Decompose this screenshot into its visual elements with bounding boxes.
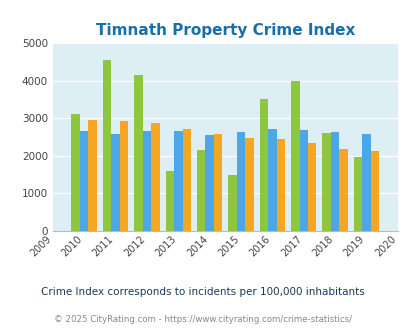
Bar [236, 132, 245, 231]
Bar [174, 131, 182, 231]
Bar [71, 115, 80, 231]
Bar [151, 123, 159, 231]
Bar [134, 75, 142, 231]
Bar [307, 143, 315, 231]
Bar [267, 129, 276, 231]
Bar [276, 139, 284, 231]
Bar [205, 135, 213, 231]
Bar [165, 171, 174, 231]
Bar [259, 99, 267, 231]
Bar [102, 60, 111, 231]
Bar [353, 156, 361, 231]
Bar [111, 134, 119, 231]
Bar [142, 131, 151, 231]
Bar [370, 151, 378, 231]
Bar [88, 120, 97, 231]
Title: Timnath Property Crime Index: Timnath Property Crime Index [96, 22, 354, 38]
Bar [80, 131, 88, 231]
Bar [339, 148, 347, 231]
Bar [290, 81, 299, 231]
Text: © 2025 CityRating.com - https://www.cityrating.com/crime-statistics/: © 2025 CityRating.com - https://www.city… [54, 315, 351, 324]
Bar [330, 132, 339, 231]
Bar [182, 129, 190, 231]
Bar [196, 150, 205, 231]
Bar [228, 175, 236, 231]
Bar [213, 134, 222, 231]
Bar [322, 133, 330, 231]
Bar [119, 121, 128, 231]
Bar [361, 134, 370, 231]
Bar [245, 138, 253, 231]
Text: Crime Index corresponds to incidents per 100,000 inhabitants: Crime Index corresponds to incidents per… [41, 287, 364, 297]
Bar [299, 130, 307, 231]
